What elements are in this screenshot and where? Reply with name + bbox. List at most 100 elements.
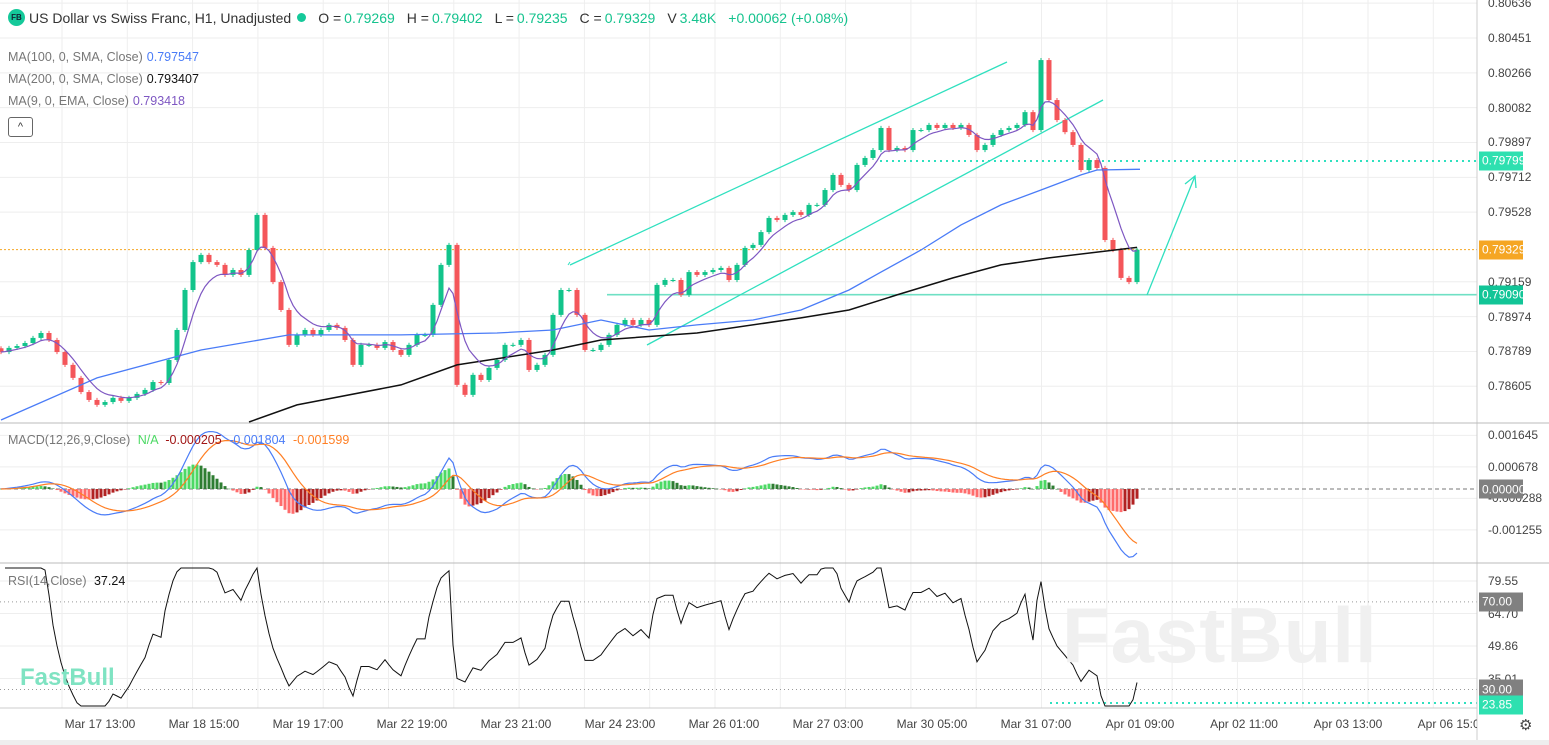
candle-body	[22, 342, 28, 347]
candle	[110, 395, 116, 405]
macd-histogram-bar	[1031, 488, 1035, 490]
candle-body	[702, 272, 708, 275]
macd-histogram-bar	[799, 489, 803, 490]
candle-body	[990, 134, 996, 145]
macd-histogram-bar	[1099, 489, 1103, 503]
macd-histogram-bar	[955, 489, 959, 493]
macd-histogram-bar	[975, 489, 979, 498]
macd-histogram-bar	[47, 487, 51, 489]
macd-histogram-bar	[655, 483, 659, 489]
macd-histogram-bar	[255, 486, 259, 489]
ma100-legend[interactable]: MA(100, 0, SMA, Close) 0.797547	[8, 50, 199, 64]
macd-histogram-bar	[739, 489, 743, 490]
rsi-level-badge: 30.00	[1479, 679, 1523, 699]
macd-histogram-bar	[211, 475, 215, 489]
macd-histogram-bar	[335, 489, 339, 491]
macd-histogram-bar	[523, 484, 527, 489]
candle-body	[646, 319, 652, 325]
candle	[886, 125, 892, 153]
time-axis-label: Apr 01 09:00	[1105, 717, 1175, 731]
ma200-label: MA(200, 0, SMA, Close)	[8, 72, 143, 86]
macd-histogram-bar	[587, 489, 591, 494]
candle-body	[350, 339, 356, 365]
candle	[590, 347, 596, 353]
ma200-legend[interactable]: MA(200, 0, SMA, Close) 0.793407	[8, 72, 199, 86]
candle-body	[46, 332, 52, 340]
candle-body	[542, 354, 548, 365]
candle-body	[246, 250, 252, 275]
candle	[86, 389, 92, 403]
macd-histogram-bar	[859, 488, 863, 489]
candle-body	[6, 347, 12, 353]
candle	[6, 345, 12, 355]
macd-histogram-bar	[499, 489, 503, 490]
symbol-title[interactable]: US Dollar vs Swiss Franc, H1, Unadjusted	[29, 9, 292, 26]
candle	[958, 122, 964, 131]
macd-histogram-bar	[1095, 489, 1099, 500]
macd-histogram-bar	[783, 485, 787, 489]
macd-histogram-bar	[959, 489, 963, 493]
candle	[646, 317, 652, 327]
price-axis-label: 0.80266	[1488, 65, 1532, 80]
macd-histogram-bar	[687, 485, 691, 489]
collapse-legend-button[interactable]: ^	[8, 117, 33, 137]
candle	[94, 397, 100, 407]
candle	[910, 127, 916, 153]
macd-histogram-bar	[391, 486, 395, 489]
candle	[1094, 157, 1100, 171]
rsi-legend[interactable]: RSI(14,Close) 37.24	[8, 574, 125, 588]
macd-histogram-bar	[595, 489, 599, 497]
macd-histogram-bar	[675, 482, 679, 489]
candle-body	[478, 374, 484, 380]
macd-histogram-bar	[299, 489, 303, 511]
candle	[486, 365, 492, 383]
candle	[766, 215, 772, 235]
candle-body	[38, 332, 44, 338]
macd-histogram-bar	[395, 486, 399, 489]
candle	[790, 210, 796, 217]
macd-histogram-bar	[1067, 489, 1071, 497]
price-axis-label: 0.79712	[1488, 170, 1532, 185]
candle	[358, 342, 364, 367]
macd-histogram-bar	[535, 489, 539, 490]
macd-histogram-bar	[451, 476, 455, 489]
candle	[182, 287, 188, 333]
candle-body	[1046, 60, 1052, 101]
macd-histogram-bar	[575, 479, 579, 489]
candle	[510, 342, 516, 347]
price-axis-label: 0.78974	[1488, 309, 1532, 324]
macd-histogram-bar	[71, 489, 75, 497]
macd-histogram-bar	[1115, 489, 1119, 512]
macd-histogram-bar	[847, 489, 851, 491]
candle-body	[302, 329, 308, 335]
candle-body	[694, 272, 700, 275]
candle-body	[814, 204, 820, 206]
candle	[718, 265, 724, 273]
candle-body	[822, 190, 828, 205]
candle-body	[862, 157, 868, 165]
candle	[150, 379, 156, 393]
candle-body	[462, 384, 468, 395]
macd-legend[interactable]: MACD(12,26,9,Close) N/A -0.000205 -0.001…	[8, 433, 349, 447]
candle-body	[630, 319, 636, 325]
candle-body	[686, 272, 692, 295]
macd-histogram-bar	[623, 487, 627, 489]
time-axis[interactable]: Mar 17 13:00 Mar 18 15:00 Mar 19 17:00 Mar …	[0, 708, 1477, 740]
price-axis-label: 0.80082	[1488, 100, 1532, 115]
candle-body	[550, 314, 556, 355]
settings-gear-icon[interactable]: ⚙	[1519, 717, 1533, 734]
macd-histogram-bar	[619, 489, 623, 490]
candle-body	[230, 270, 236, 275]
macd-histogram-bar	[107, 489, 111, 495]
candle	[278, 279, 284, 313]
candle-body	[582, 314, 588, 350]
macd-histogram-bar	[507, 485, 511, 489]
candle-body	[502, 344, 508, 360]
open-value: 0.79269	[344, 9, 395, 26]
macd-histogram-bar	[971, 489, 975, 496]
ema9-legend[interactable]: MA(9, 0, EMA, Close) 0.793418	[8, 94, 185, 108]
symbol-header: FB US Dollar vs Swiss Franc, H1, Unadjus…	[8, 9, 860, 26]
candle-body	[782, 214, 788, 221]
macd-histogram-bar	[367, 489, 371, 490]
